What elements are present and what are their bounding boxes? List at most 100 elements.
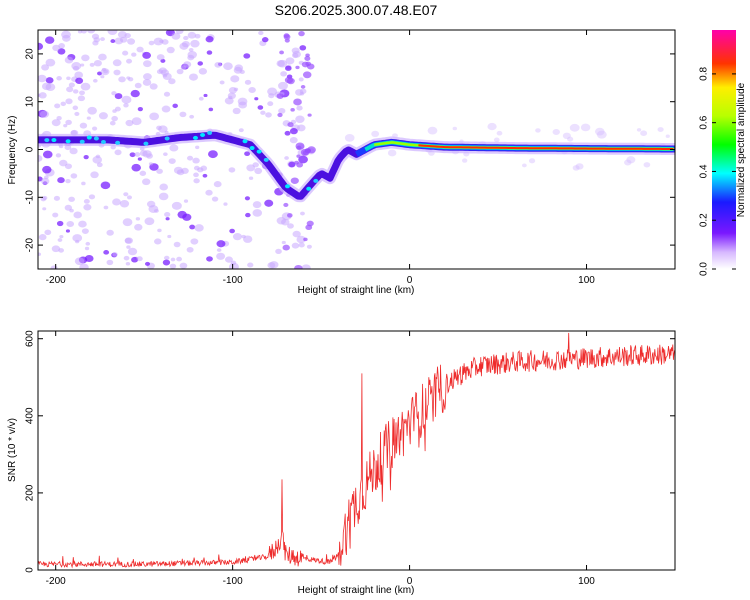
noise-blob xyxy=(148,162,153,166)
ridge-blob xyxy=(86,135,92,140)
noise-blob xyxy=(51,119,61,127)
noise-blob xyxy=(344,134,355,142)
noise-blob xyxy=(252,201,262,209)
noise-blob xyxy=(74,257,85,266)
noise-blob xyxy=(299,45,307,51)
noise-blob xyxy=(264,199,274,207)
noise-blob xyxy=(248,176,254,180)
noise-blob xyxy=(452,126,458,131)
noise-blob xyxy=(57,238,63,242)
noise-blob xyxy=(238,128,244,133)
noise-blob xyxy=(179,262,188,269)
noise-blob xyxy=(38,234,47,241)
noise-blob xyxy=(171,32,181,40)
noise-blob xyxy=(198,67,208,75)
noise-blob xyxy=(131,117,142,126)
colorbar-tick-label: 0.8 xyxy=(699,67,710,81)
ridge-blob xyxy=(100,139,106,144)
noise-blob xyxy=(136,46,144,53)
noise-blob xyxy=(114,149,122,156)
colorbar-tick-label: 0.2 xyxy=(699,213,710,227)
noise-blob xyxy=(176,256,182,262)
noise-blob xyxy=(57,177,65,184)
noise-blob xyxy=(213,181,222,188)
noise-blob xyxy=(55,153,62,158)
noise-blob xyxy=(163,152,168,157)
noise-blob xyxy=(276,93,284,99)
noise-blob xyxy=(183,35,189,41)
noise-blob xyxy=(124,237,132,244)
noise-blob xyxy=(45,77,54,84)
noise-blob xyxy=(130,89,140,98)
noise-blob xyxy=(148,40,155,46)
spectrogram-noise xyxy=(38,30,670,269)
noise-blob xyxy=(65,119,72,126)
noise-blob xyxy=(188,73,199,81)
noise-blob xyxy=(126,76,131,80)
snr-frame xyxy=(37,330,676,571)
noise-blob xyxy=(72,234,83,242)
spectrogram-xtick-label: -100 xyxy=(223,275,243,286)
noise-blob xyxy=(168,158,176,164)
noise-blob xyxy=(158,192,169,201)
noise-blob xyxy=(282,244,290,251)
noise-blob xyxy=(65,229,70,233)
noise-blob xyxy=(158,125,168,133)
noise-blob xyxy=(38,252,42,257)
noise-blob xyxy=(206,50,213,55)
snr-xtick-label: -100 xyxy=(223,576,243,587)
noise-blob xyxy=(535,128,541,133)
snr-ytick-label: 200 xyxy=(25,484,36,501)
noise-blob xyxy=(206,256,213,262)
noise-blob xyxy=(52,44,61,52)
noise-blob xyxy=(461,158,468,163)
noise-blob xyxy=(156,54,165,61)
noise-blob xyxy=(89,62,95,67)
noise-blob xyxy=(188,47,194,52)
noise-blob xyxy=(98,53,107,61)
noise-blob xyxy=(195,145,200,150)
noise-blob xyxy=(371,130,380,138)
snr-xlabel: Height of straight line (km) xyxy=(298,585,415,596)
noise-blob xyxy=(106,229,114,236)
noise-blob xyxy=(304,56,311,61)
colorbar-gradient xyxy=(712,30,736,269)
noise-blob xyxy=(114,106,121,112)
noise-blob xyxy=(125,119,134,127)
noise-blob xyxy=(280,71,288,77)
noise-blob xyxy=(81,228,89,234)
noise-blob xyxy=(129,152,136,158)
noise-blob xyxy=(41,82,52,91)
noise-blob xyxy=(190,238,199,245)
noise-blob xyxy=(193,172,199,178)
noise-blob xyxy=(112,198,121,206)
noise-blob xyxy=(136,256,143,262)
noise-blob xyxy=(208,150,218,159)
noise-blob xyxy=(233,87,239,92)
noise-blob xyxy=(54,103,61,109)
spectrogram-xlabel: Height of straight line (km) xyxy=(298,285,415,296)
noise-blob xyxy=(74,111,80,116)
noise-blob xyxy=(73,211,82,219)
noise-blob xyxy=(93,59,102,67)
noise-blob xyxy=(68,196,75,202)
noise-blob xyxy=(83,204,92,211)
noise-blob xyxy=(57,48,66,55)
colorbar: 0.0 0.2 0.4 0.6 0.8 Normalized spectral ampl… xyxy=(699,30,747,276)
noise-blob xyxy=(164,212,171,218)
noise-blob xyxy=(75,239,80,244)
spectrogram-xtick-label: 0 xyxy=(407,275,413,286)
noise-blob xyxy=(567,136,574,142)
noise-blob xyxy=(265,112,272,118)
noise-blob xyxy=(157,228,162,233)
noise-blob xyxy=(127,247,138,256)
noise-blob xyxy=(131,52,137,57)
noise-blob xyxy=(269,261,279,269)
snr-axes: -200 -100 0 100 0 200 400 600 xyxy=(25,330,675,587)
colorbar-tick-label: 0.6 xyxy=(699,115,710,129)
noise-blob xyxy=(244,79,252,85)
noise-blob xyxy=(189,224,196,230)
noise-blob xyxy=(284,156,289,160)
noise-blob xyxy=(43,175,49,180)
